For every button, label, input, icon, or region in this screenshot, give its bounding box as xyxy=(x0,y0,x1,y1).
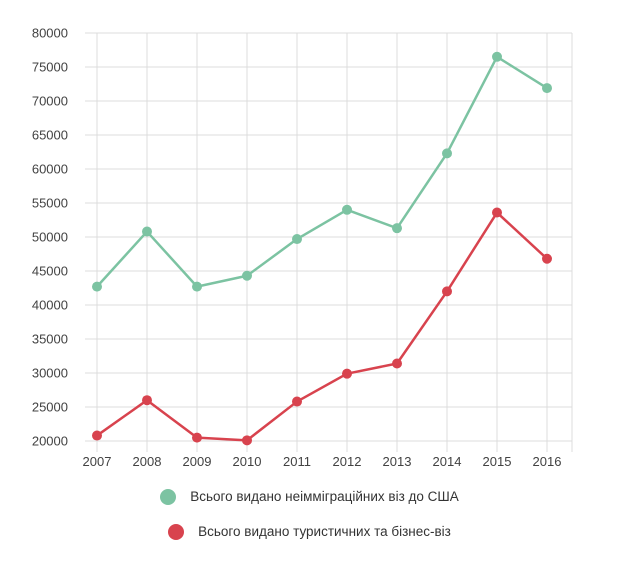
x-axis-tick-label: 2014 xyxy=(433,454,462,469)
y-axis-tick-label: 25000 xyxy=(32,400,68,415)
data-point xyxy=(492,207,502,218)
y-axis-tick-label: 30000 xyxy=(32,366,68,381)
data-point xyxy=(392,358,402,369)
y-axis-tick-label: 45000 xyxy=(32,264,68,279)
data-point xyxy=(342,368,352,379)
y-axis-tick-label: 55000 xyxy=(32,196,68,211)
legend-item-tourist-business-visas: Всього видано туристичних та бізнес-віз xyxy=(168,523,451,541)
data-point xyxy=(492,51,502,62)
x-axis-tick-label: 2015 xyxy=(483,454,512,469)
data-point xyxy=(192,281,202,292)
legend-marker-red-circle-icon xyxy=(168,524,185,540)
y-axis-tick-label: 20000 xyxy=(32,434,68,449)
x-axis-tick-label: 2011 xyxy=(283,454,311,469)
data-point xyxy=(342,204,352,215)
series-line-1 xyxy=(95,211,549,442)
data-point xyxy=(292,396,302,407)
data-point xyxy=(142,226,152,237)
data-point xyxy=(142,395,152,406)
legend-label-nonimmigrant-visas: Всього видано неімміграційних віз до США xyxy=(190,489,459,504)
data-point xyxy=(542,253,552,264)
data-point xyxy=(292,234,302,245)
legend-label-tourist-business-visas: Всього видано туристичних та бізнес-віз xyxy=(198,524,451,539)
x-axis-tick-label: 2007 xyxy=(83,454,112,469)
data-point xyxy=(242,270,252,281)
x-axis-tick-label: 2012 xyxy=(333,454,362,469)
x-axis-tick-label: 2010 xyxy=(233,454,262,469)
data-point xyxy=(442,148,452,159)
y-axis-tick-label: 65000 xyxy=(32,128,68,143)
y-axis-tick-label: 75000 xyxy=(32,60,68,75)
data-point xyxy=(92,281,102,292)
data-point xyxy=(192,432,202,443)
data-point xyxy=(92,430,102,441)
legend-item-nonimmigrant-visas: Всього видано неімміграційних віз до США xyxy=(160,488,459,506)
x-axis-tick-label: 2013 xyxy=(383,454,412,469)
legend-marker-green-circle-icon xyxy=(160,489,177,505)
x-axis-tick-label: 2016 xyxy=(533,454,562,469)
data-point xyxy=(542,83,552,94)
x-axis-tick-label: 2009 xyxy=(183,454,212,469)
visa-line-chart: 20000 25000 30000 35000 40000 45000 50000 55000… xyxy=(32,26,573,469)
y-axis-tick-label: 70000 xyxy=(32,94,68,109)
y-axis-tick-label: 50000 xyxy=(32,230,68,245)
y-axis-tick-label: 80000 xyxy=(32,26,68,41)
y-axis-tick-label: 60000 xyxy=(32,162,68,177)
data-point xyxy=(442,286,452,297)
chart-legend: Всього видано неімміграційних віз до США… xyxy=(0,488,619,541)
y-axis-tick-label: 35000 xyxy=(32,332,68,347)
data-point xyxy=(392,223,402,234)
series-line-0 xyxy=(95,55,549,288)
data-point xyxy=(242,435,252,446)
y-axis-tick-label: 40000 xyxy=(32,298,68,313)
x-axis-tick-label: 2008 xyxy=(133,454,162,469)
